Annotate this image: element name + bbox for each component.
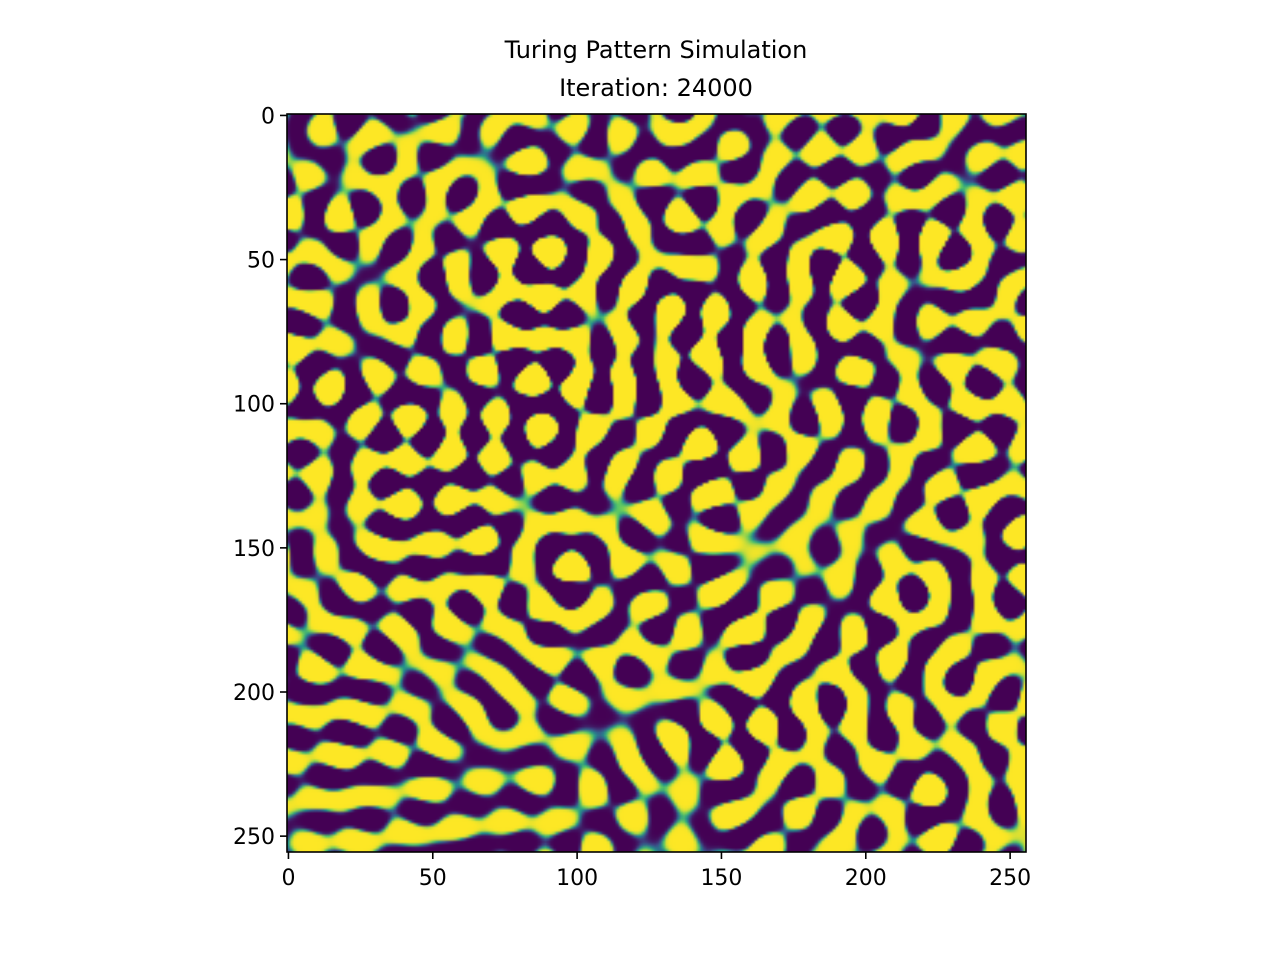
y-tick-label: 0 xyxy=(261,104,275,129)
plot-area xyxy=(287,114,1026,852)
chart-title: Turing Pattern Simulation xyxy=(504,36,808,64)
y-tick-label: 100 xyxy=(233,393,275,418)
x-tick-label: 250 xyxy=(989,866,1031,891)
plot-frame xyxy=(286,113,1027,853)
heatmap-image xyxy=(287,114,1026,852)
y-tick-label: 250 xyxy=(233,825,275,850)
y-tick-label: 200 xyxy=(233,681,275,706)
x-tick-label: 150 xyxy=(700,866,742,891)
x-tick-label: 0 xyxy=(281,866,295,891)
chart-subtitle: Iteration: 24000 xyxy=(559,74,753,102)
y-tick-label: 50 xyxy=(247,249,275,274)
turing-pattern-field xyxy=(287,114,1026,852)
x-tick-label: 100 xyxy=(556,866,598,891)
x-tick-label: 50 xyxy=(419,866,447,891)
y-axis: 0 50 100 150 200 250 xyxy=(233,104,287,850)
x-axis: 0 50 100 150 200 250 xyxy=(281,852,1031,891)
x-tick-label: 200 xyxy=(845,866,887,891)
y-tick-label: 150 xyxy=(233,537,275,562)
